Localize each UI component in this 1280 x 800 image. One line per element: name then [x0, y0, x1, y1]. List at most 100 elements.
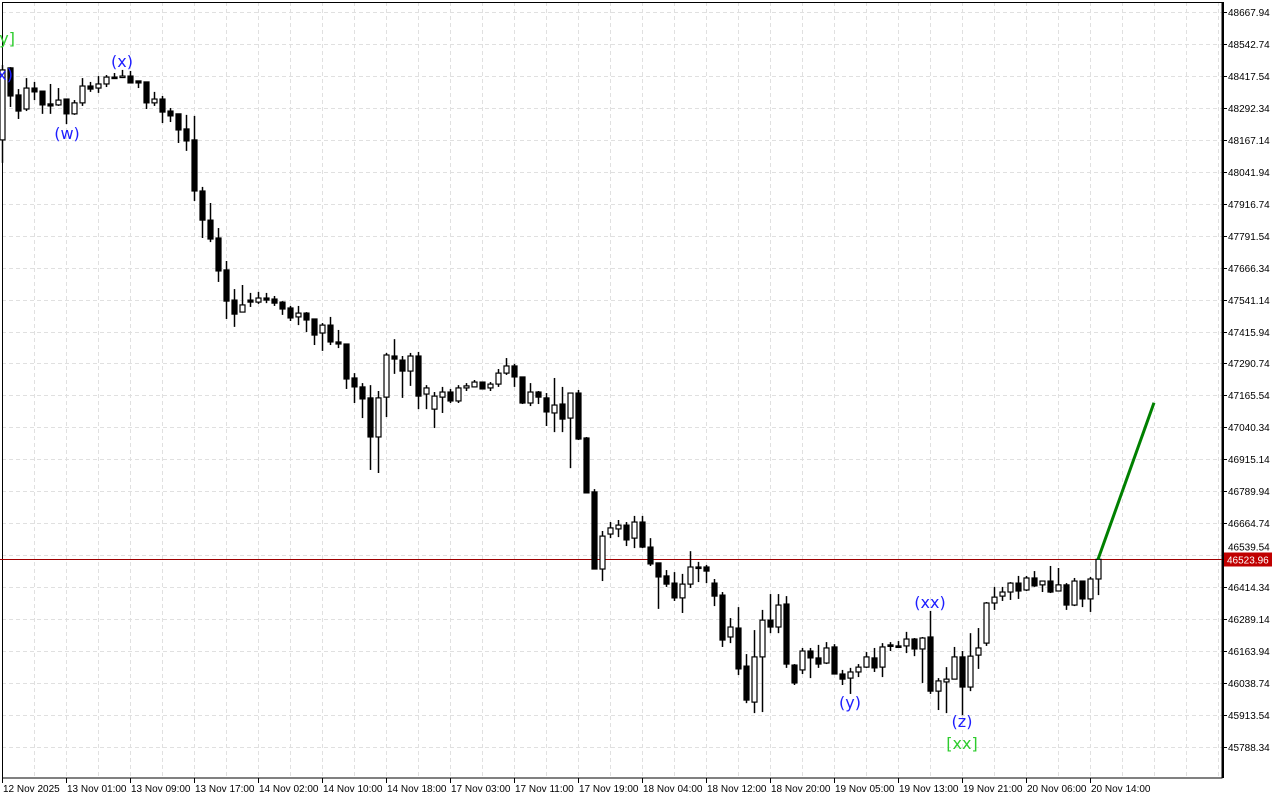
y-tick-label: 47666.34: [1228, 264, 1270, 275]
candle-bearish: [1031, 577, 1038, 587]
candle-bearish: [735, 627, 742, 670]
candle-bullish: [727, 626, 734, 638]
candle-bearish: [959, 656, 966, 688]
candle-bearish: [207, 219, 214, 240]
candle-bearish: [719, 594, 726, 641]
candle-bearish: [871, 657, 878, 669]
candle-bearish: [703, 566, 710, 572]
candle-bullish: [775, 604, 782, 628]
candle-bearish: [663, 575, 670, 585]
candle-bullish: [527, 391, 534, 404]
y-tick-label: 45913.54: [1228, 711, 1270, 722]
candle-bearish: [247, 299, 254, 303]
candle-bearish: [583, 437, 590, 494]
candle-bearish: [623, 524, 630, 541]
y-tick-label: 48167.14: [1228, 136, 1270, 147]
wave-label-green-xx: [xx]: [946, 734, 978, 753]
candle-bearish: [839, 673, 846, 680]
candle-bearish: [831, 646, 838, 675]
y-tick-label: 46915.14: [1228, 455, 1270, 466]
x-tick-label: 19 Nov 21:00: [963, 784, 1023, 795]
candle-bullish: [455, 387, 462, 402]
candle-bullish: [903, 638, 910, 647]
candle-bearish: [359, 386, 366, 400]
candle-bullish: [239, 304, 246, 313]
candle-bullish: [95, 83, 102, 89]
wave-label-w: (w): [54, 124, 80, 143]
candle-bullish: [631, 521, 638, 539]
x-tick-label: 13 Nov 17:00: [195, 784, 255, 795]
candle-bullish: [503, 365, 510, 374]
candle-bullish: [79, 85, 86, 104]
x-tick-label: 18 Nov 12:00: [707, 784, 767, 795]
y-tick-label: 46539.54: [1228, 543, 1270, 554]
candle-bearish: [647, 546, 654, 565]
candle-bearish: [199, 190, 206, 221]
x-tick-label: 18 Nov 20:00: [771, 784, 831, 795]
candle-bearish: [351, 377, 358, 388]
candle-bearish: [343, 343, 350, 380]
candle-bullish: [935, 680, 942, 692]
candle-bearish: [1063, 584, 1070, 606]
candle-bearish: [191, 139, 198, 192]
candle-bearish: [519, 376, 526, 404]
candle-bearish: [63, 98, 70, 115]
candle-bullish: [255, 297, 262, 303]
candle-bullish: [975, 647, 982, 656]
candle-bullish: [1055, 584, 1062, 592]
candle-bullish: [319, 324, 326, 334]
candle-bullish: [119, 75, 126, 79]
y-tick-label: 46038.74: [1228, 679, 1270, 690]
candle-bearish: [31, 87, 38, 93]
candle-bearish: [15, 94, 22, 112]
candle-bearish: [639, 521, 646, 548]
candle-bearish: [7, 67, 14, 97]
candle-bearish: [143, 81, 150, 104]
candle-bullish: [71, 102, 78, 115]
candle-bearish: [47, 103, 54, 107]
candle-bearish: [743, 665, 750, 701]
candle-bullish: [615, 524, 622, 530]
x-tick-label: 17 Nov 19:00: [579, 784, 639, 795]
candle-bearish: [183, 128, 190, 142]
x-tick-label: 19 Nov 05:00: [835, 784, 895, 795]
forecast-line[interactable]: [1096, 402, 1156, 560]
candle-bearish: [535, 391, 542, 398]
y-tick-label: 46789.94: [1228, 487, 1270, 498]
candle-bearish: [559, 403, 566, 420]
candle-bearish: [927, 636, 934, 692]
candle-bullish: [1023, 577, 1030, 591]
candle-bullish: [103, 76, 110, 85]
y-tick-label: 47290.74: [1228, 359, 1270, 370]
candle-bearish: [807, 650, 814, 659]
candle-bearish: [367, 397, 374, 438]
candle-bearish: [271, 298, 278, 304]
x-tick-label: 14 Nov 18:00: [387, 784, 447, 795]
candle-bullish: [991, 596, 998, 604]
candle-bearish: [135, 80, 142, 84]
current-price-tag: [1224, 552, 1272, 567]
x-tick-label: 12 Nov 2025: [3, 784, 60, 795]
candle-bullish: [471, 381, 478, 388]
candle-bearish: [111, 76, 118, 80]
candle-bullish: [1071, 580, 1078, 606]
candle-bearish: [711, 582, 718, 597]
candle-bearish: [911, 638, 918, 650]
candle-bullish: [463, 385, 470, 389]
candle-bullish: [599, 535, 606, 570]
x-tick-label: 14 Nov 10:00: [323, 784, 383, 795]
candle-bullish: [1007, 582, 1014, 593]
wave-label-z: (z): [951, 712, 973, 731]
candle-bullish: [679, 583, 686, 599]
candle-bearish: [215, 237, 222, 272]
y-tick-label: 48417.54: [1228, 72, 1270, 83]
candle-bearish: [447, 391, 454, 402]
candle-bearish: [167, 110, 174, 117]
candle-bearish: [791, 664, 798, 684]
candle-bullish: [847, 671, 854, 679]
candle-bullish: [495, 372, 502, 385]
candle-bearish: [127, 75, 134, 84]
candle-bearish: [39, 90, 46, 106]
candle-bullish: [1039, 580, 1046, 586]
